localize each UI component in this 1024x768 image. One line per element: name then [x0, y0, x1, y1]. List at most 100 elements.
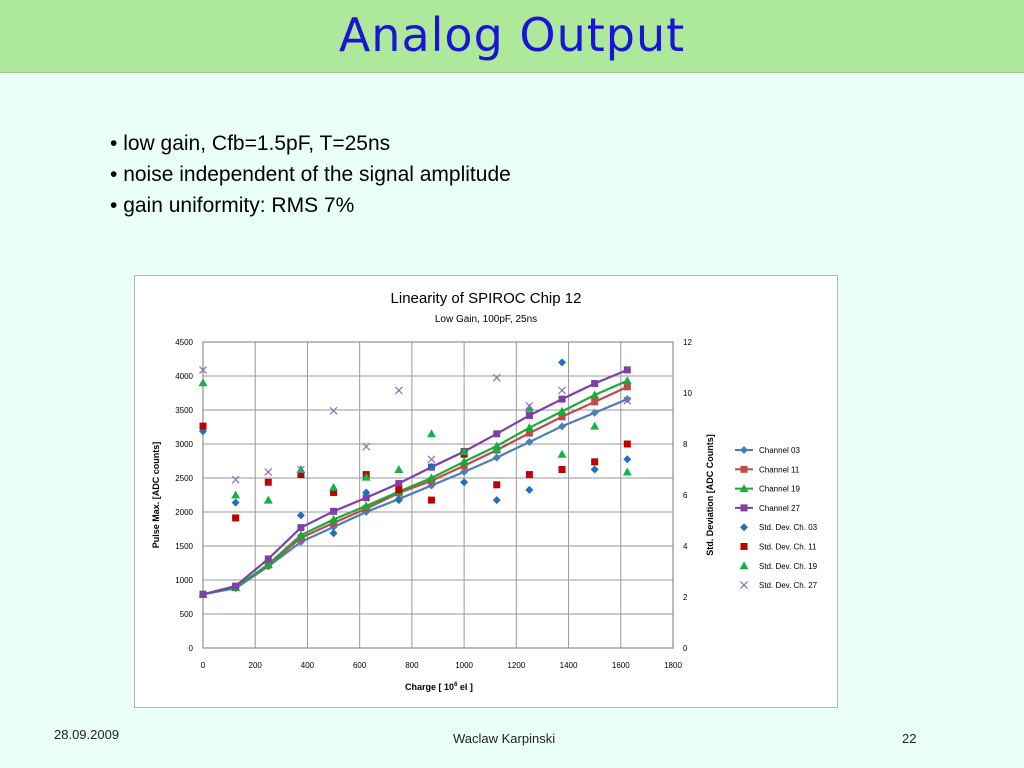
data-point [329, 529, 338, 538]
data-point [362, 494, 370, 502]
data-point [623, 395, 632, 404]
y-tick-label: 1500 [175, 542, 193, 551]
data-point [525, 471, 533, 479]
data-point [231, 498, 240, 507]
y2-tick-label: 0 [683, 644, 688, 653]
data-point [296, 511, 305, 520]
data-point [623, 366, 631, 374]
data-point [330, 507, 338, 515]
legend-item: Channel 11 [735, 465, 800, 474]
x-tick-label: 800 [405, 661, 419, 670]
data-point [558, 422, 567, 431]
data-point-stroke [525, 401, 534, 410]
legend-label: Channel 11 [759, 465, 800, 474]
data-point-stroke [199, 366, 207, 374]
data-point [558, 386, 566, 395]
data-point [524, 403, 534, 412]
linearity-chart: 0500100015002000250030003500400045000246… [151, 290, 818, 692]
x-tick-label: 200 [249, 661, 263, 670]
plot-area [202, 341, 674, 649]
legend-marker [740, 504, 748, 512]
series-std-dev-ch-27 [199, 366, 632, 484]
data-point [558, 413, 566, 421]
data-point [296, 530, 306, 539]
data-point [427, 455, 436, 464]
data-point [232, 582, 240, 590]
data-point [493, 481, 501, 489]
data-point [459, 447, 469, 456]
chart-title: Linearity of SPIROC Chip 12 [391, 290, 582, 307]
y-tick-label: 3000 [175, 440, 193, 449]
y2-tick-label: 10 [683, 389, 692, 398]
data-point [558, 466, 566, 473]
data-point [557, 406, 567, 415]
data-point [395, 479, 403, 487]
series-std-dev-ch-11 [199, 422, 631, 522]
data-point [426, 473, 436, 482]
data-point [524, 423, 534, 432]
data-point [198, 378, 208, 387]
data-point [460, 462, 468, 470]
data-point-stroke [296, 465, 305, 474]
data-point [558, 358, 567, 367]
legend-marker [740, 523, 748, 532]
data-point [296, 465, 305, 474]
data-point-stroke [394, 386, 403, 395]
data-point [590, 465, 599, 474]
data-point-stroke [492, 373, 501, 382]
series-line [202, 398, 628, 596]
legend-marker [740, 543, 748, 550]
data-point [460, 478, 469, 487]
data-point-stroke [264, 468, 273, 476]
data-point [263, 495, 273, 504]
data-point [558, 395, 566, 403]
x-tick-label: 1400 [560, 661, 578, 670]
legend-label: Std. Dev. Ch. 27 [759, 581, 818, 590]
slide-title: Analog Output [338, 8, 686, 62]
data-point-stroke [231, 475, 240, 484]
legend-label: Channel 19 [759, 485, 800, 494]
data-point [264, 468, 273, 476]
data-point [493, 430, 501, 438]
y2-tick-label: 2 [683, 593, 688, 602]
y2-tick-label: 12 [683, 338, 692, 347]
legend-label: Channel 27 [759, 504, 800, 513]
y-tick-label: 3500 [175, 406, 193, 415]
legend-item: Std. Dev. Ch. 19 [739, 561, 818, 571]
legend-marker [740, 465, 748, 473]
data-point [427, 496, 435, 504]
data-point [525, 437, 534, 446]
data-point [329, 514, 339, 523]
data-point [623, 383, 631, 391]
legend-item: Channel 19 [735, 484, 800, 494]
y-tick-label: 1000 [175, 576, 193, 585]
y2-tick-label: 4 [683, 542, 688, 551]
chart-container: 0 500 1000 1500 2000 2500 3000 3500 4000 4500 0 2 4 6… [134, 275, 838, 708]
legend-label: Channel 03 [759, 446, 800, 455]
legend-item: Std. Dev. Ch. 11 [740, 543, 817, 552]
data-point [623, 455, 632, 464]
data-point [362, 488, 371, 497]
data-point [492, 373, 501, 382]
legend-label: Std. Dev. Ch. 11 [759, 543, 817, 552]
data-point [590, 408, 599, 417]
data-point [395, 486, 403, 494]
data-point [492, 444, 502, 453]
y-tick-label: 2500 [175, 474, 193, 483]
y2-axis-title: Std. Deviation [ADC Counts] [705, 434, 715, 556]
legend-item: Std. Dev. Ch. 03 [740, 523, 818, 532]
data-point [361, 501, 371, 510]
legend-item: Channel 03 [735, 446, 800, 455]
data-point-stroke [558, 386, 566, 395]
y-tick-label: 500 [180, 610, 194, 619]
data-point [264, 478, 272, 486]
series-line [202, 379, 628, 596]
footer-author: Waclaw Karpinski [453, 731, 556, 746]
data-point [591, 398, 599, 406]
data-point [231, 490, 241, 499]
data-point-stroke [427, 455, 436, 464]
legend-item: Std. Dev. Ch. 27 [740, 581, 818, 590]
data-point [199, 366, 207, 374]
y-tick-label: 2000 [175, 508, 193, 517]
data-point [460, 467, 469, 476]
